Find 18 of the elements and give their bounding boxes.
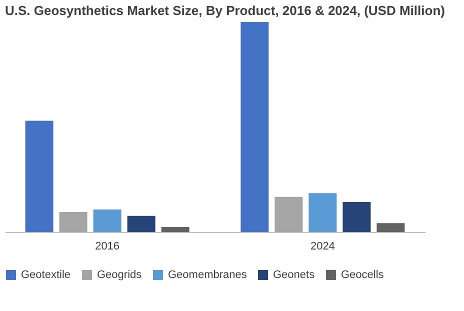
bar <box>59 212 88 232</box>
legend-label: Geotextile <box>21 269 71 281</box>
legend-label: Geomembranes <box>168 269 248 281</box>
legend-label: Geocells <box>341 269 384 281</box>
x-tick-label: 2016 <box>95 240 120 252</box>
bar <box>308 193 337 232</box>
legend-label: Geogrids <box>97 269 142 281</box>
bar <box>93 210 122 232</box>
bar <box>274 196 303 232</box>
x-tick-label: 2024 <box>310 240 335 252</box>
bar <box>376 223 405 232</box>
legend-label: Geonets <box>273 269 316 281</box>
chart-title: U.S. Geosynthetics Market Size, By Product, 2016 & 2024, (USD Million) <box>5 3 445 18</box>
bar <box>25 120 54 232</box>
bar <box>161 226 190 232</box>
bar <box>127 216 156 232</box>
bar <box>342 202 371 232</box>
bar <box>240 22 269 232</box>
